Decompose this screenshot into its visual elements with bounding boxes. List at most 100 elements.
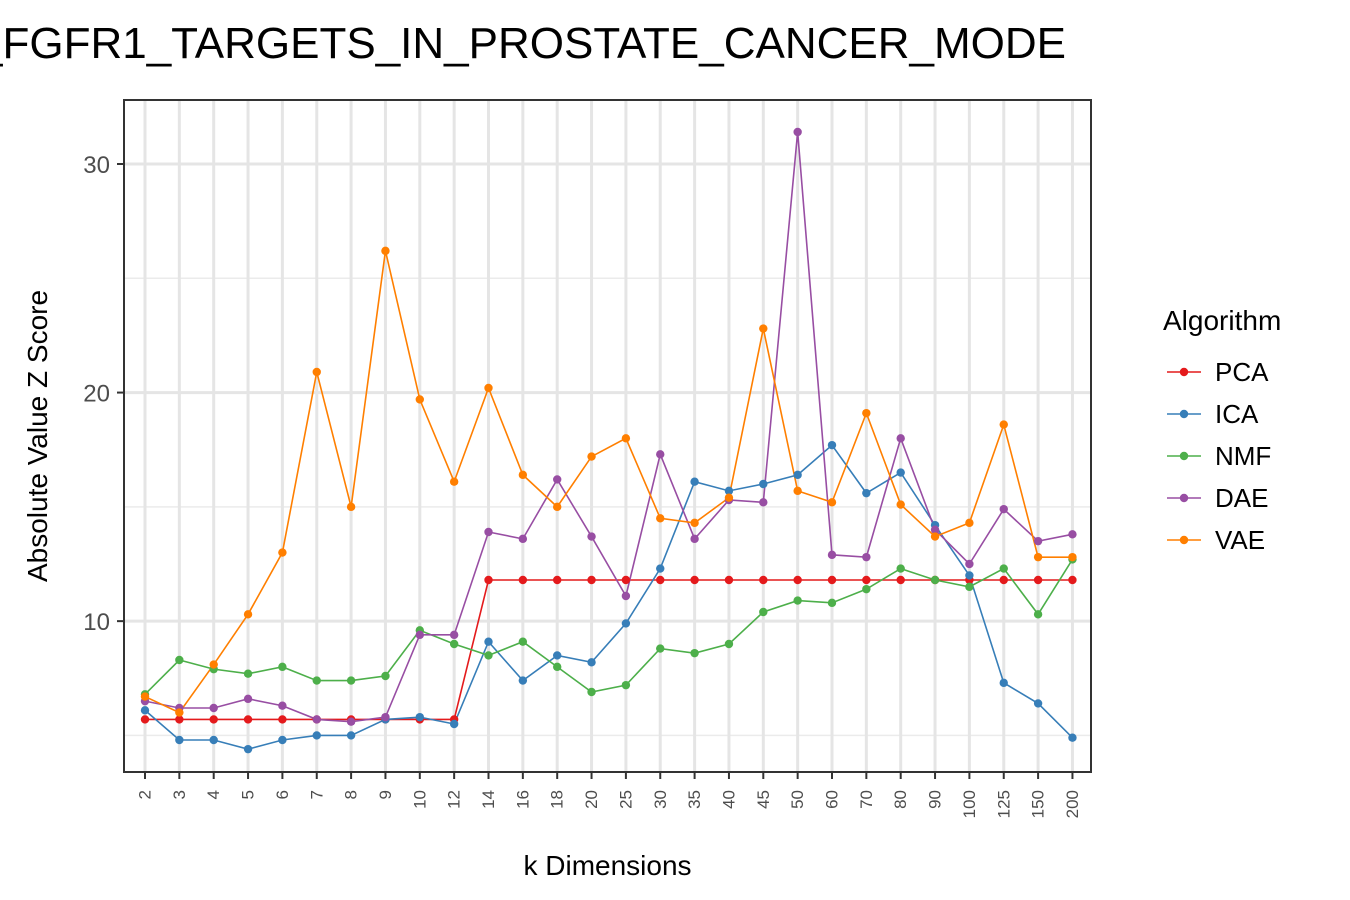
data-point-dae bbox=[415, 630, 424, 640]
data-point-ica bbox=[690, 477, 699, 486]
data-point-dae bbox=[278, 701, 287, 710]
data-point-vae bbox=[690, 518, 699, 528]
data-point-dae bbox=[1033, 536, 1043, 546]
legend-label-nmf: NMF bbox=[1215, 441, 1272, 471]
data-point-nmf bbox=[793, 596, 802, 605]
data-point-ica bbox=[415, 712, 424, 722]
data-point-vae bbox=[930, 532, 940, 541]
x-tick-label: 3 bbox=[170, 790, 189, 799]
data-point-nmf bbox=[518, 637, 528, 646]
data-point-pca bbox=[999, 575, 1008, 585]
data-point-ica bbox=[484, 637, 493, 646]
data-point-pca bbox=[724, 575, 734, 585]
legend-item-vae: VAE bbox=[1163, 519, 1281, 561]
data-point-ica bbox=[656, 564, 665, 573]
legend-label-ica: ICA bbox=[1215, 399, 1259, 429]
data-point-dae bbox=[999, 504, 1008, 514]
data-point-pca bbox=[553, 575, 562, 585]
y-tick-label: 10 bbox=[83, 609, 110, 636]
data-point-nmf bbox=[896, 564, 905, 573]
series-line-dae bbox=[144, 131, 1073, 723]
x-tick-label: 6 bbox=[273, 790, 292, 799]
legend-key-pca bbox=[1167, 367, 1201, 377]
data-point-vae bbox=[656, 514, 665, 523]
data-point-vae bbox=[1033, 552, 1043, 562]
legend-title: Algorithm bbox=[1163, 305, 1282, 336]
data-point-dae bbox=[759, 498, 768, 507]
data-point-nmf bbox=[999, 564, 1008, 573]
data-point-nmf bbox=[278, 662, 287, 672]
x-tick-label: 12 bbox=[445, 790, 464, 809]
data-point-nmf bbox=[243, 669, 253, 678]
data-point-ica bbox=[587, 658, 596, 667]
series-line-ica bbox=[144, 443, 1074, 750]
chart-title: _FGFR1_TARGETS_IN_PROSTATE_CANCER_MODE bbox=[0, 19, 1066, 68]
data-point-dae bbox=[484, 527, 493, 537]
legend-label-pca: PCA bbox=[1215, 357, 1269, 387]
legend: Algorithm PCA ICA NMF DAE VAE bbox=[1163, 305, 1281, 561]
data-point-nmf bbox=[346, 676, 356, 685]
legend-item-nmf: NMF bbox=[1163, 435, 1281, 477]
x-tick-label: 125 bbox=[994, 790, 1013, 818]
data-point-dae bbox=[312, 715, 321, 724]
data-point-ica bbox=[862, 488, 871, 498]
legend-key-vae bbox=[1167, 535, 1201, 545]
y-axis-title: Absolute Value Z Score bbox=[22, 290, 53, 582]
data-point-ica bbox=[827, 440, 837, 450]
data-point-pca bbox=[621, 575, 631, 585]
x-tick-label: 20 bbox=[582, 790, 601, 809]
data-point-ica bbox=[999, 678, 1008, 688]
data-point-ica bbox=[278, 735, 287, 745]
x-tick-label: 25 bbox=[616, 790, 635, 809]
data-point-vae bbox=[965, 518, 974, 528]
data-point-vae bbox=[175, 708, 184, 717]
data-point-vae bbox=[381, 246, 390, 256]
data-point-nmf bbox=[724, 639, 734, 649]
data-point-dae bbox=[346, 717, 356, 726]
data-point-ica bbox=[621, 619, 631, 628]
legend-key-nmf bbox=[1167, 451, 1201, 461]
x-tick-label: 30 bbox=[651, 790, 670, 809]
data-point-pca bbox=[827, 575, 837, 585]
data-point-vae bbox=[243, 610, 253, 619]
data-point-ica bbox=[518, 676, 528, 685]
data-point-pca bbox=[1068, 575, 1077, 585]
data-point-ica bbox=[449, 719, 459, 729]
data-point-nmf bbox=[690, 648, 699, 658]
data-point-vae bbox=[862, 408, 871, 418]
data-point-ica bbox=[175, 735, 184, 745]
data-point-pca bbox=[793, 575, 802, 585]
x-tick-label: 150 bbox=[1029, 790, 1048, 818]
data-point-vae bbox=[759, 324, 768, 333]
data-point-pca bbox=[862, 575, 871, 585]
series-line-nmf bbox=[144, 559, 1074, 695]
data-point-ica bbox=[243, 744, 253, 754]
data-point-pca bbox=[209, 715, 218, 724]
data-point-dae bbox=[553, 475, 562, 484]
data-point-vae bbox=[209, 660, 218, 669]
data-point-nmf bbox=[656, 644, 665, 653]
data-point-vae bbox=[724, 493, 734, 502]
x-tick-label: 18 bbox=[548, 790, 567, 809]
data-point-dae bbox=[381, 712, 390, 722]
series-line-pca bbox=[145, 579, 1073, 721]
data-point-pca bbox=[175, 715, 184, 724]
data-point-nmf bbox=[553, 662, 562, 672]
x-tick-label: 9 bbox=[376, 790, 395, 799]
data-point-dae bbox=[656, 450, 665, 459]
data-point-vae bbox=[553, 502, 562, 512]
x-tick-label: 16 bbox=[513, 790, 532, 809]
data-point-dae bbox=[243, 694, 253, 704]
data-point-pca bbox=[690, 575, 699, 585]
x-tick-label: 5 bbox=[239, 790, 258, 799]
x-tick-label: 2 bbox=[136, 790, 155, 799]
data-point-pca bbox=[587, 575, 596, 585]
data-point-pca bbox=[656, 575, 665, 585]
data-point-nmf bbox=[930, 575, 940, 585]
data-point-pca bbox=[759, 575, 768, 585]
x-tick-label: 8 bbox=[342, 790, 361, 799]
data-point-pca bbox=[518, 575, 528, 585]
data-point-vae bbox=[827, 498, 837, 507]
data-point-vae bbox=[587, 452, 596, 461]
